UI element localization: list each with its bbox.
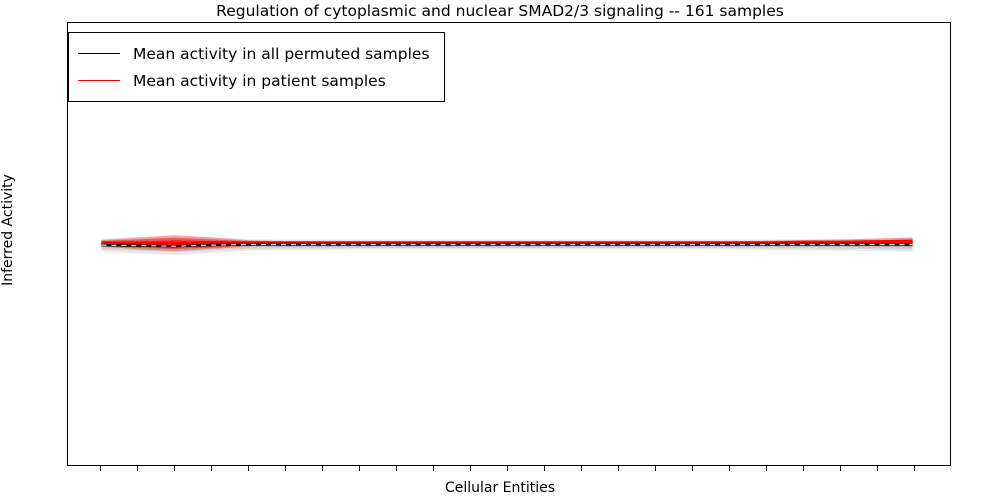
x-tick-mark <box>100 466 102 471</box>
x-tick-mark <box>691 466 693 471</box>
x-tick-mark <box>211 466 213 471</box>
x-tick-mark <box>617 466 619 471</box>
x-tick-mark <box>433 466 435 471</box>
page-title: Regulation of cytoplasmic and nuclear SM… <box>216 2 784 20</box>
x-tick-mark <box>802 466 804 471</box>
legend-item-permuted: Mean activity in all permuted samples <box>78 40 430 67</box>
data-series-layer <box>101 235 913 256</box>
x-tick-mark <box>359 466 361 471</box>
x-tick-mark <box>470 466 472 471</box>
legend-label-patient: Mean activity in patient samples <box>133 71 386 90</box>
x-tick-mark <box>507 466 508 471</box>
y-axis-label: Inferred Activity <box>0 174 16 286</box>
x-axis-label: Cellular Entities <box>444 480 556 496</box>
patient-mean-line <box>101 239 913 246</box>
legend-label-permuted: Mean activity in all permuted samples <box>133 44 430 63</box>
x-tick-mark <box>543 466 545 471</box>
x-tick-mark <box>174 466 176 471</box>
legend-line-swatch-red <box>78 80 120 81</box>
legend: Mean activity in all permuted samples Me… <box>68 32 445 102</box>
x-tick-mark <box>765 466 767 471</box>
x-tick-mark <box>728 466 730 471</box>
legend-item-patient: Mean activity in patient samples <box>78 67 430 94</box>
x-tick-mark <box>654 466 656 471</box>
permuted-mean-line <box>101 243 913 248</box>
x-tick-mark <box>913 466 915 471</box>
x-tick-mark <box>876 466 878 471</box>
x-tick-mark <box>137 466 139 471</box>
x-tick-mark <box>839 466 841 471</box>
legend-line-swatch-black <box>78 53 120 54</box>
x-tick-mark <box>396 466 398 471</box>
x-tick-mark <box>285 466 287 471</box>
x-tick-mark <box>580 466 582 471</box>
x-tick-mark <box>248 466 250 471</box>
x-tick-mark <box>322 466 324 471</box>
